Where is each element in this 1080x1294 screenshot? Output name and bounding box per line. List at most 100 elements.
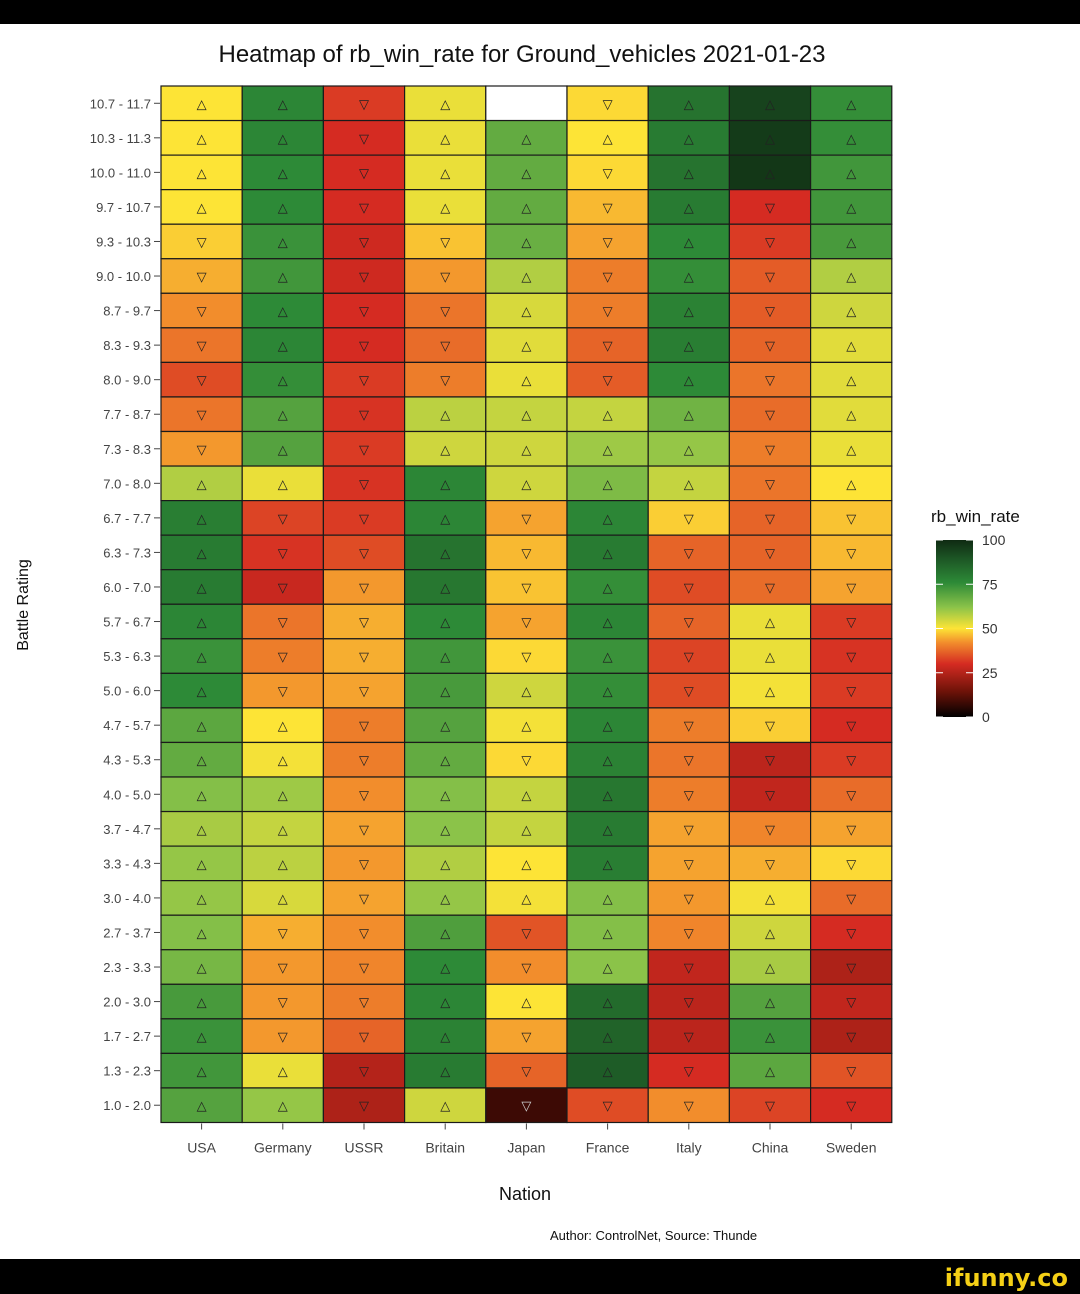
heatmap-cell (322, 258, 406, 294)
cell-trend-marker: ▽ (846, 822, 856, 837)
cell-trend-marker: △ (197, 995, 207, 1010)
cell-trend-marker: △ (765, 684, 775, 699)
heatmap-cell (566, 430, 649, 467)
heatmap-cell (485, 810, 568, 847)
heatmap-cell (160, 361, 243, 398)
cell-trend-marker: ▽ (278, 511, 288, 526)
cell-trend-marker: ▽ (359, 718, 369, 733)
cell-trend-marker: △ (603, 615, 613, 630)
cell-trend-marker: ▽ (359, 960, 369, 975)
heatmap-cell (241, 292, 324, 329)
cell-trend-marker: ▽ (684, 787, 694, 802)
cell-trend-marker: ▽ (684, 960, 694, 975)
legend-tick-label: 50 (982, 621, 998, 637)
heatmap-cell (647, 430, 731, 467)
heatmap-cell (728, 741, 812, 778)
cell-trend-marker: ▽ (359, 476, 369, 491)
cell-trend-marker: ▽ (846, 856, 856, 871)
heatmap-cell (809, 741, 893, 778)
cell-trend-marker: ▽ (359, 304, 369, 319)
y-tick-label: 7.7 - 8.7 (103, 407, 151, 422)
cell-trend-marker: ▽ (278, 925, 288, 940)
heatmap-cell (485, 327, 568, 364)
cell-trend-marker: ▽ (359, 96, 369, 111)
cell-trend-marker: △ (197, 615, 207, 630)
cell-trend-marker: △ (684, 442, 694, 457)
heatmap-cell (647, 569, 731, 605)
heatmap-cell (241, 880, 324, 916)
heatmap-cell (728, 430, 812, 467)
cell-trend-marker: △ (765, 165, 775, 180)
cell-trend-marker: △ (440, 476, 450, 491)
heatmap-cell (809, 534, 893, 571)
cell-trend-marker: △ (603, 891, 613, 906)
cell-trend-marker: ▽ (846, 1029, 856, 1044)
heatmap-cell (566, 1052, 649, 1089)
heatmap-cell (322, 914, 406, 951)
cell-trend-marker: △ (603, 684, 613, 699)
heatmap-cell (485, 154, 568, 191)
heatmap-cell (485, 603, 568, 640)
cell-trend-marker: ▽ (603, 304, 613, 319)
heatmap-cell (241, 258, 324, 294)
cell-trend-marker: △ (278, 856, 288, 871)
heatmap-cell (809, 258, 893, 294)
heatmap-cell (322, 672, 406, 709)
cell-trend-marker: △ (440, 511, 450, 526)
y-tick-label: 8.7 - 9.7 (103, 304, 151, 319)
cell-trend-marker: △ (846, 131, 856, 146)
cell-trend-marker: ▽ (359, 407, 369, 422)
heatmap-cell (404, 119, 487, 156)
cell-trend-marker: △ (846, 338, 856, 353)
cell-trend-marker: △ (440, 1064, 450, 1079)
heatmap-cell (728, 603, 812, 640)
cell-trend-marker: △ (440, 580, 450, 595)
watermark: ifunny.co (944, 1264, 1068, 1292)
heatmap-cell (404, 949, 487, 985)
cell-trend-marker: △ (278, 476, 288, 491)
cell-trend-marker: △ (440, 1098, 450, 1113)
cell-trend-marker: ▽ (521, 960, 531, 975)
cell-trend-marker: ▽ (197, 234, 207, 249)
cell-trend-marker: △ (197, 718, 207, 733)
cell-trend-marker: ▽ (846, 684, 856, 699)
heatmap-cell (647, 1018, 731, 1054)
heatmap-cell (485, 396, 568, 433)
cell-trend-marker: △ (521, 304, 531, 319)
cell-trend-marker: △ (684, 165, 694, 180)
x-tick-label: China (752, 1140, 789, 1156)
cell-trend-marker: △ (684, 269, 694, 284)
cell-trend-marker: ▽ (765, 1098, 775, 1113)
heatmap-cell (809, 1018, 893, 1054)
cell-trend-marker: ▽ (684, 649, 694, 664)
cell-trend-marker: ▽ (521, 649, 531, 664)
heatmap-cell (404, 603, 487, 640)
heatmap-cell (160, 465, 243, 502)
cell-trend-marker: △ (846, 442, 856, 457)
cell-trend-marker: ▽ (278, 684, 288, 699)
cell-trend-marker: △ (603, 1064, 613, 1079)
cell-trend-marker: ▽ (765, 338, 775, 353)
heatmap-cell (485, 845, 568, 882)
x-tick-label: Italy (676, 1140, 702, 1156)
cell-trend-marker: △ (197, 787, 207, 802)
cell-trend-marker: ▽ (684, 1029, 694, 1044)
heatmap-cell (647, 396, 731, 433)
heatmap-cell (160, 949, 243, 985)
cell-trend-marker: △ (278, 338, 288, 353)
cell-trend-marker: ▽ (359, 580, 369, 595)
y-tick-label: 3.3 - 4.3 (103, 856, 151, 871)
cell-trend-marker: ▽ (684, 684, 694, 699)
cell-trend-marker: ▽ (765, 753, 775, 768)
heatmap-cell (160, 396, 243, 433)
cell-trend-marker: △ (278, 442, 288, 457)
cell-trend-marker: ▽ (440, 338, 450, 353)
heatmap-cell (809, 154, 893, 191)
cell-trend-marker: △ (846, 200, 856, 215)
cell-trend-marker: ▽ (846, 891, 856, 906)
cell-trend-marker: △ (603, 476, 613, 491)
cell-trend-marker: △ (197, 1098, 207, 1113)
cell-trend-marker: ▽ (765, 718, 775, 733)
heatmap-cell (160, 983, 243, 1020)
cell-trend-marker: ▽ (846, 787, 856, 802)
